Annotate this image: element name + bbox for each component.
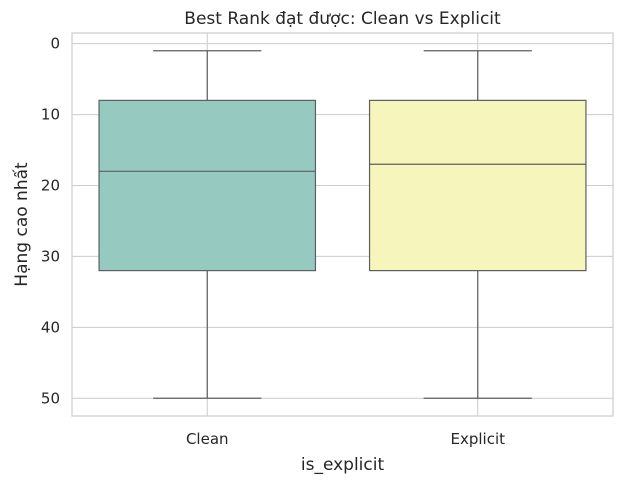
box-explicit: [368, 50, 587, 399]
iqr-box: [98, 99, 317, 272]
box-clean: [98, 50, 317, 399]
y-axis-label: Hạng cao nhất: [11, 162, 32, 287]
tick-labels: 0 10 20 30 40 50 Clean Explicit: [41, 35, 505, 448]
y-tick-label: 40: [41, 318, 60, 336]
chart-title: Best Rank đạt được: Clean vs Explicit: [184, 9, 501, 29]
x-axis-label: is_explicit: [301, 455, 385, 475]
y-tick-label: 30: [41, 247, 60, 265]
x-tick-label: Clean: [186, 430, 229, 448]
y-tick-label: 20: [41, 176, 60, 194]
boxes: [98, 50, 587, 399]
x-tick-label: Explicit: [450, 430, 505, 448]
y-tick-label: 0: [50, 35, 60, 53]
y-tick-label: 50: [41, 389, 60, 407]
plot-frame: [71, 32, 614, 417]
iqr-box: [368, 99, 587, 272]
y-tick-label: 10: [41, 106, 60, 124]
